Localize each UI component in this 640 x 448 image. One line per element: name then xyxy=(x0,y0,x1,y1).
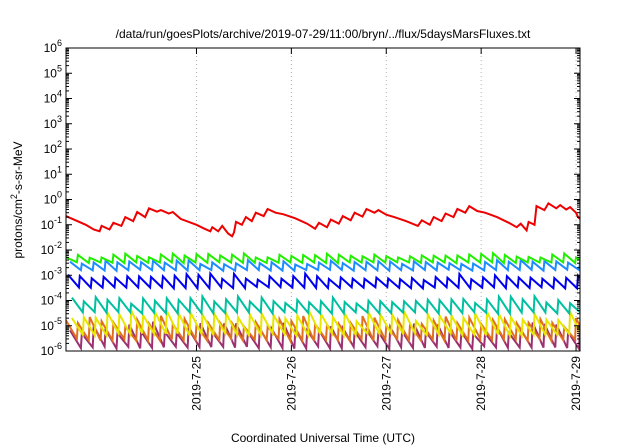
series-line xyxy=(69,256,580,273)
y-tick-label: 102 xyxy=(44,139,62,156)
y-tick-label: 10-1 xyxy=(41,215,62,232)
series-line xyxy=(71,292,580,317)
y-tick-label: 105 xyxy=(44,63,62,80)
series-line xyxy=(66,248,580,266)
y-axis-ticks: 10-6 10-5 10-4 10-3 10-2 10-1 100 101 102 103 104 1… xyxy=(41,38,580,358)
y-tick-label: 106 xyxy=(44,38,62,55)
y-tick-label: 103 xyxy=(44,114,62,131)
x-tick-label: 2019-7-26 xyxy=(284,356,298,411)
y-tick-label: 10-5 xyxy=(41,316,62,333)
y-tick-label: 10-2 xyxy=(41,240,62,257)
y-tick-label: 101 xyxy=(44,164,62,181)
x-tick-label: 2019-7-28 xyxy=(474,356,488,411)
data-series xyxy=(66,202,580,351)
series-line xyxy=(71,307,580,340)
series-line xyxy=(67,265,580,291)
x-axis-ticks: 2019-7-25 2019-7-26 2019-7-27 2019-7-28 2019… xyxy=(189,48,583,411)
y-axis-label: protons/cm2-s-sr-MeV xyxy=(9,141,25,258)
y-tick-label: 10-6 xyxy=(41,341,62,358)
chart-title: /data/run/goesPlots/archive/2019-07-29/1… xyxy=(116,27,531,41)
x-axis-label: Coordinated Universal Time (UTC) xyxy=(231,431,415,445)
y-tick-label: 10-4 xyxy=(41,291,62,308)
y-tick-label: 104 xyxy=(44,89,62,106)
y-tick-label: 100 xyxy=(44,190,62,207)
x-tick-label: 2019-7-29 xyxy=(569,356,583,411)
x-tick-label: 2019-7-27 xyxy=(379,356,393,411)
x-tick-label: 2019-7-25 xyxy=(189,356,203,411)
series-line xyxy=(66,202,580,238)
series-line xyxy=(66,313,580,345)
y-tick-label: 10-3 xyxy=(41,265,62,282)
